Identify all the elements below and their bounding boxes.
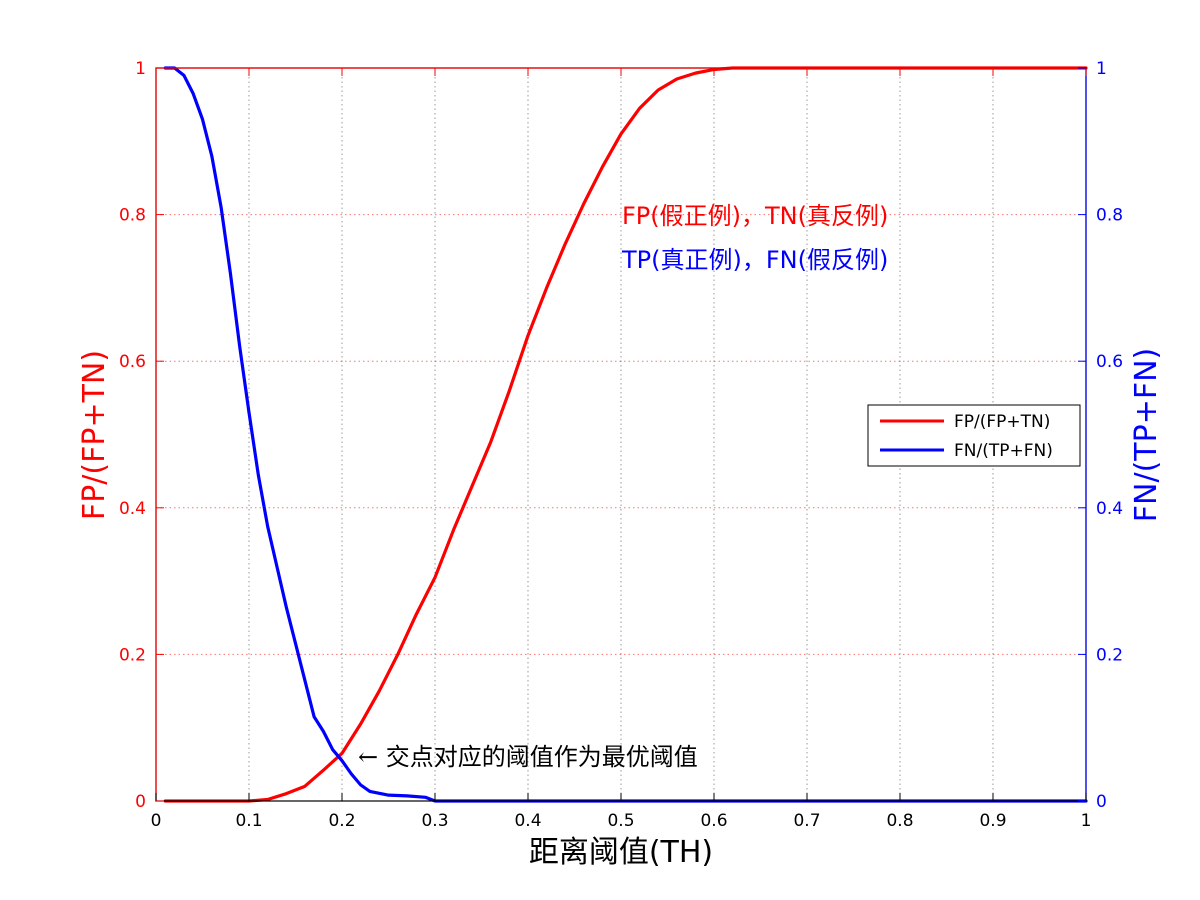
legend: FP/(FP+TN) FN/(TP+FN) xyxy=(867,404,1081,467)
annotation-blue-text: TP(真正例)，FN(假反例) xyxy=(621,246,888,274)
series-line-fp-rate xyxy=(163,66,1088,803)
annotation-arrow-text: ← 交点对应的阈值作为最优阈值 xyxy=(358,743,698,771)
x-tick-label: 0.4 xyxy=(514,811,541,831)
x-tick-label: 0.9 xyxy=(979,811,1006,831)
legend-label-fp: FP/(FP+TN) xyxy=(954,412,1050,432)
tick-marks: 0 0.1 0.2 0.3 0.4 0.5 0.6 0.7 0.8 0.9 100.20.40.60… xyxy=(119,59,1123,831)
x-tick-label: 0 xyxy=(151,811,162,831)
x-tick-label: 0.1 xyxy=(235,811,262,831)
series-layer xyxy=(163,66,1088,803)
left-y-tick-label: 0.8 xyxy=(119,206,146,226)
left-y-tick-label: 0 xyxy=(135,792,146,812)
right-y-tick-label: 0 xyxy=(1096,792,1107,812)
x-tick-label: 0.6 xyxy=(700,811,727,831)
right-y-tick-label: 1 xyxy=(1096,59,1107,79)
right-y-tick-label: 0.2 xyxy=(1096,645,1123,665)
x-axis-label: 距离阈值(TH) xyxy=(529,835,713,870)
right-y-tick-label: 0.8 xyxy=(1096,206,1123,226)
legend-box xyxy=(867,404,1081,467)
left-y-tick-label: 0.6 xyxy=(119,352,146,372)
series-line-fn-rate xyxy=(163,66,1088,803)
left-y-tick-label: 1 xyxy=(135,59,146,79)
grid-lines xyxy=(156,68,1086,801)
x-tick-label: 0.5 xyxy=(607,811,634,831)
left-y-axis-label: FP/(FP+TN) xyxy=(77,350,112,520)
left-y-tick-label: 0.4 xyxy=(119,499,146,519)
x-tick-label: 0.3 xyxy=(421,811,448,831)
right-y-axis-label: FN/(TP+FN) xyxy=(1129,348,1164,522)
right-y-tick-label: 0.6 xyxy=(1096,352,1123,372)
right-y-tick-label: 0.4 xyxy=(1096,499,1123,519)
x-tick-label: 0.8 xyxy=(886,811,913,831)
legend-label-fn: FN/(TP+FN) xyxy=(954,441,1053,461)
left-y-tick-label: 0.2 xyxy=(119,645,146,665)
x-tick-label: 0.7 xyxy=(793,811,820,831)
x-tick-label: 1 xyxy=(1081,811,1092,831)
annotation-red-text: FP(假正例)，TN(真反例) xyxy=(622,202,888,230)
x-tick-label: 0.2 xyxy=(328,811,355,831)
